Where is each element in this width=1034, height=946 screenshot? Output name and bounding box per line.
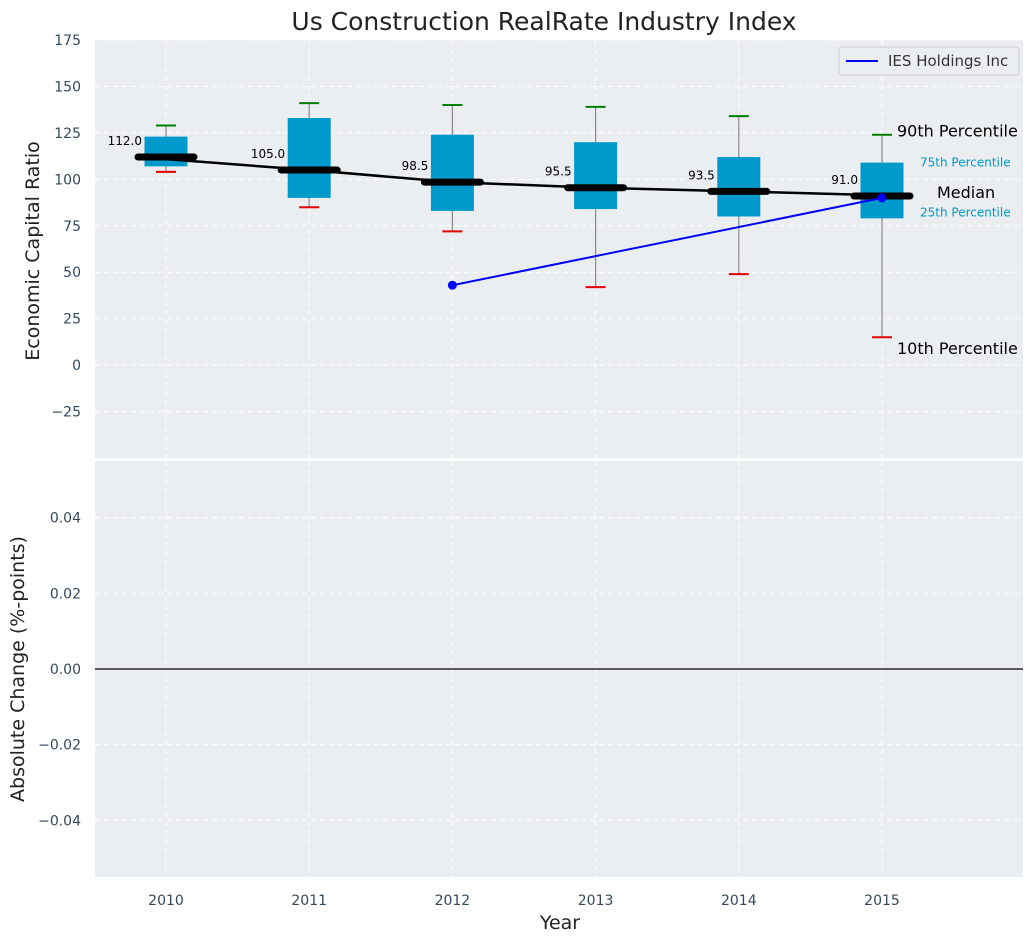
x-tick-label: 2011 (291, 893, 327, 909)
percentile-annotations: 90th Percentile 75th Percentile Median 25th… (897, 122, 1018, 358)
legend-box (838, 46, 1020, 76)
bottom-y-tick-labels: −0.04 −0.02 0.00 0.02 0.04 (38, 511, 81, 830)
x-tick-label: 2012 (435, 893, 471, 909)
x-tick-label: 2010 (148, 893, 184, 909)
top-y-tick-label: 50 (63, 265, 81, 281)
series-line-ies-holdings (452, 196, 883, 287)
bottom-y-tick-label: −0.02 (38, 738, 81, 754)
box-interquartile (287, 118, 331, 198)
top-y-tick-labels: −25 0 25 50 75 100 125 150 175 (51, 33, 81, 421)
company-series (447, 193, 887, 290)
bottom-y-tick-label: 0.00 (50, 662, 81, 678)
top-y-tick-label: 100 (54, 172, 81, 188)
x-tick-labels: 2010 2011 2012 2013 2014 2015 (148, 893, 900, 909)
box-plots (144, 102, 904, 339)
box-interquartile (717, 157, 761, 217)
annotation-p75: 75th Percentile (920, 156, 1011, 170)
top-y-tick-label: 25 (63, 312, 81, 328)
annotation-p25: 25th Percentile (920, 205, 1011, 219)
series-point-ies-holdings (877, 193, 887, 203)
bottom-y-tick-label: 0.02 (50, 586, 81, 602)
top-y-tick-label: −25 (51, 405, 81, 421)
box-interquartile (860, 162, 904, 219)
median-value-label: 95.5 (545, 165, 572, 179)
box-interquartile (430, 134, 474, 211)
top-y-tick-label: 150 (54, 79, 81, 95)
median-value-label: 91.0 (831, 173, 858, 187)
median-value-label: 93.5 (688, 168, 715, 182)
annotation-p10: 10th Percentile (897, 339, 1018, 358)
median-value-label: 112.0 (108, 134, 142, 148)
median-value-labels: 112.0 105.0 98.5 95.5 93.5 91.0 (108, 134, 858, 187)
median-value-label: 98.5 (402, 159, 429, 173)
x-axis-label: Year (539, 912, 580, 934)
series-point-ies-holdings (447, 280, 457, 290)
x-tick-label: 2014 (721, 893, 757, 909)
annotation-median: Median (937, 183, 995, 202)
bottom-y-tick-label: 0.04 (50, 511, 81, 527)
x-tick-label: 2013 (578, 893, 614, 909)
box-interquartile (144, 136, 188, 167)
annotation-p90: 90th Percentile (897, 122, 1018, 141)
top-y-tick-label: 0 (72, 358, 81, 374)
chart-title: Us Construction RealRate Industry Index (291, 7, 796, 36)
legend-label-ies-holdings: IES Holdings Inc (888, 52, 1008, 70)
top-y-axis-label: Economic Capital Ratio (22, 141, 44, 360)
median-value-label: 105.0 (251, 147, 285, 161)
bottom-y-tick-label: −0.04 (38, 813, 81, 829)
top-y-tick-label: 125 (54, 126, 81, 142)
bottom-y-axis-label: Absolute Change (%-points) (7, 536, 29, 802)
legend: IES Holdings Inc (838, 46, 1020, 76)
box-interquartile (574, 142, 618, 210)
top-y-tick-label: 75 (63, 219, 81, 235)
top-y-tick-label: 175 (54, 33, 81, 49)
top-panel-background (95, 40, 1023, 458)
x-tick-label: 2015 (864, 893, 900, 909)
